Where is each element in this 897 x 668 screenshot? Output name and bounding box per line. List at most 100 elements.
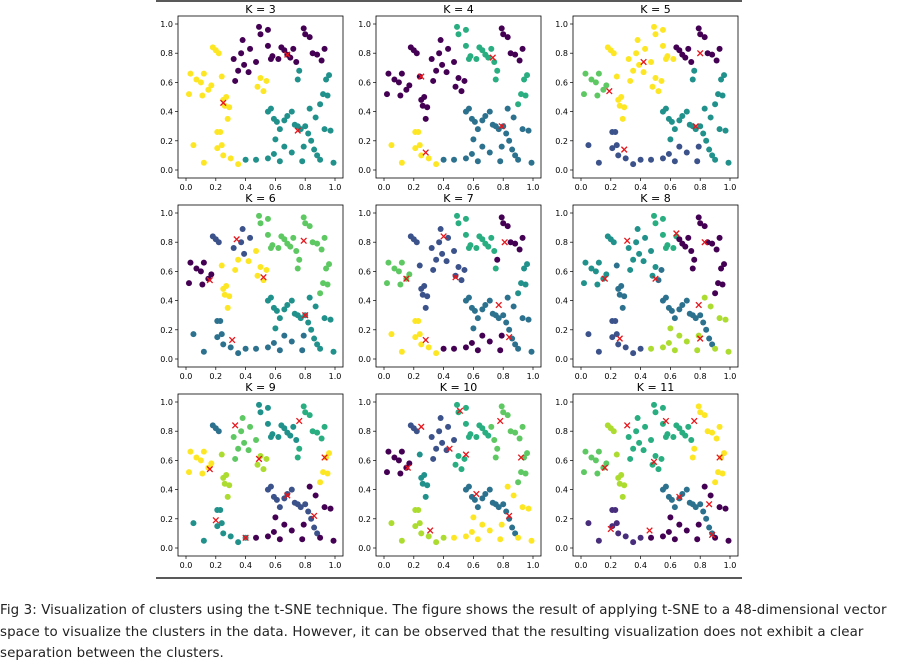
data-point bbox=[659, 344, 666, 351]
axes-frame bbox=[572, 15, 739, 179]
data-point bbox=[648, 247, 655, 254]
data-point bbox=[230, 56, 237, 63]
data-point bbox=[600, 464, 607, 471]
data-point bbox=[676, 425, 683, 432]
data-point bbox=[326, 261, 333, 268]
data-point bbox=[311, 524, 318, 531]
data-point bbox=[418, 341, 425, 348]
data-point bbox=[383, 469, 390, 476]
data-point bbox=[512, 152, 519, 159]
data-point bbox=[276, 315, 283, 322]
data-point bbox=[199, 281, 206, 288]
data-point bbox=[497, 536, 504, 543]
data-point bbox=[595, 348, 602, 355]
data-point bbox=[197, 79, 204, 86]
data-point bbox=[515, 101, 522, 108]
data-point bbox=[293, 436, 300, 443]
data-point bbox=[254, 272, 261, 279]
data-point bbox=[436, 428, 443, 435]
data-point bbox=[305, 508, 312, 515]
subplot-title: K = 8 bbox=[640, 192, 670, 205]
subplot-k8: K = 8 0.0 0.2 0.4 0.6 0.8 1.0 0.0 0.2 0.4 0.6 0.8 1.… bbox=[555, 192, 739, 381]
data-point bbox=[269, 431, 276, 438]
x-tick-label: 0.4 bbox=[437, 372, 450, 381]
data-point bbox=[479, 47, 486, 54]
centroid-marker bbox=[473, 490, 480, 498]
data-point bbox=[683, 486, 690, 493]
data-point bbox=[697, 312, 704, 319]
data-point bbox=[412, 334, 419, 341]
data-point bbox=[612, 318, 619, 325]
x-tick-label: 1.0 bbox=[329, 561, 342, 570]
data-point bbox=[500, 123, 507, 130]
data-point bbox=[652, 31, 659, 38]
data-point bbox=[327, 505, 334, 512]
y-tick-label: 1.0 bbox=[358, 398, 371, 407]
data-point bbox=[500, 409, 507, 416]
data-point bbox=[491, 58, 498, 65]
data-point bbox=[193, 76, 200, 83]
data-point bbox=[235, 256, 242, 263]
data-point bbox=[613, 520, 620, 527]
x-tick-label: 0.2 bbox=[604, 561, 617, 570]
y-tick-label: 0.2 bbox=[160, 326, 173, 335]
data-point bbox=[451, 247, 458, 254]
data-point bbox=[706, 524, 713, 531]
data-point bbox=[245, 258, 252, 265]
y-tick-label: 1.0 bbox=[555, 398, 568, 407]
data-point bbox=[288, 149, 295, 156]
data-point bbox=[385, 259, 392, 266]
data-point bbox=[317, 534, 324, 541]
data-point bbox=[668, 307, 675, 314]
centroid-marker bbox=[426, 527, 434, 534]
data-point bbox=[510, 492, 517, 499]
centroid-marker bbox=[422, 149, 429, 156]
data-point bbox=[648, 436, 655, 443]
data-point bbox=[701, 294, 708, 301]
centroid-marker bbox=[708, 531, 716, 539]
data-point bbox=[306, 223, 313, 230]
y-tick-label: 0.2 bbox=[555, 326, 568, 335]
data-point bbox=[461, 266, 468, 273]
data-point bbox=[498, 214, 505, 221]
data-point bbox=[433, 256, 440, 263]
y-tick-label: 0.4 bbox=[555, 108, 568, 117]
data-point bbox=[491, 247, 498, 254]
data-point bbox=[294, 76, 301, 83]
data-point bbox=[461, 455, 468, 462]
x-tick-label: 1.0 bbox=[329, 183, 342, 192]
data-point bbox=[594, 92, 601, 99]
centroid-marker bbox=[206, 276, 214, 284]
data-point bbox=[679, 301, 686, 308]
data-point bbox=[443, 258, 450, 265]
data-point bbox=[302, 31, 309, 38]
data-point bbox=[600, 86, 607, 93]
data-point bbox=[281, 425, 288, 432]
data-point bbox=[642, 423, 649, 430]
data-point bbox=[676, 495, 683, 502]
y-tick-label: 0.8 bbox=[160, 49, 173, 58]
data-point bbox=[238, 239, 245, 246]
data-point bbox=[190, 520, 197, 527]
x-tick-label: 1.0 bbox=[527, 183, 540, 192]
data-point bbox=[406, 271, 413, 278]
data-point bbox=[585, 331, 592, 338]
data-point bbox=[707, 492, 714, 499]
data-point bbox=[695, 403, 702, 410]
data-point bbox=[424, 104, 431, 111]
data-point bbox=[253, 345, 260, 352]
data-point bbox=[284, 301, 291, 308]
data-point bbox=[482, 112, 489, 119]
data-point bbox=[436, 50, 443, 57]
data-point bbox=[462, 533, 469, 540]
data-point bbox=[437, 415, 444, 422]
data-point bbox=[296, 445, 303, 452]
data-point bbox=[500, 31, 507, 38]
x-tick-label: 0.6 bbox=[467, 372, 480, 381]
subplot-title: K = 4 bbox=[443, 3, 473, 16]
subplot-title: K = 3 bbox=[245, 3, 275, 16]
data-point bbox=[716, 504, 723, 511]
data-point bbox=[659, 42, 666, 49]
data-point bbox=[239, 226, 246, 233]
data-point bbox=[516, 57, 523, 64]
